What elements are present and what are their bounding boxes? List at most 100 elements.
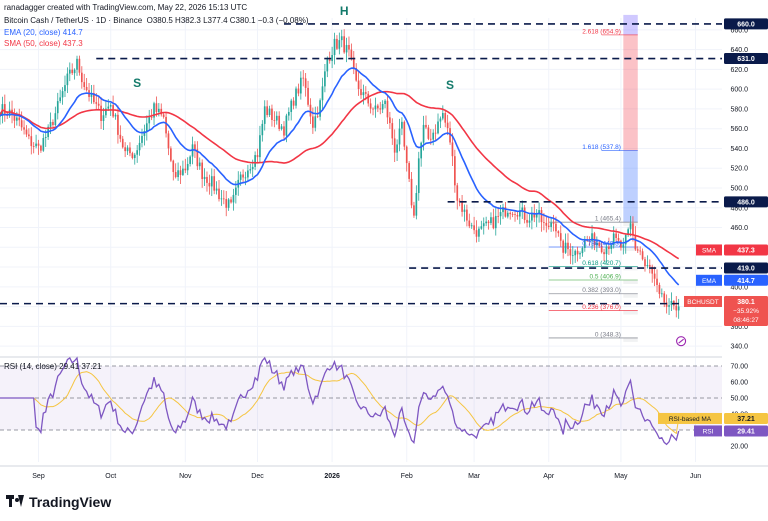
candle xyxy=(150,117,153,119)
candle xyxy=(639,250,642,252)
rsi-value-text: 37.21 xyxy=(737,416,755,423)
candle xyxy=(379,108,382,110)
candle xyxy=(490,217,492,224)
candle xyxy=(372,108,374,110)
price-tick-label: 560.0 xyxy=(730,126,748,133)
candle xyxy=(157,108,160,112)
fib-label: 0.236 (376.0) xyxy=(582,304,621,311)
candle xyxy=(403,121,406,147)
price-tick-label: 500.0 xyxy=(730,185,748,192)
candle xyxy=(615,233,617,239)
rsi-legend[interactable]: RSI (14, close) 29.41 37.21 xyxy=(4,362,102,371)
candle xyxy=(502,207,504,213)
sma-line xyxy=(0,90,680,260)
candle xyxy=(165,116,167,134)
bar-countdown-text: 08:46:27 xyxy=(733,317,759,324)
candle xyxy=(648,264,651,267)
candle xyxy=(591,233,593,242)
candle xyxy=(425,124,427,128)
candle xyxy=(105,108,107,116)
candle xyxy=(389,117,391,124)
candle xyxy=(225,199,228,208)
candle xyxy=(324,71,326,87)
candle xyxy=(83,82,86,88)
candle xyxy=(398,128,401,145)
price-tick-label: 520.0 xyxy=(730,166,748,173)
candle xyxy=(49,121,52,127)
candle xyxy=(545,222,548,226)
candle xyxy=(61,91,64,98)
candle xyxy=(463,209,466,212)
candle xyxy=(653,273,656,279)
fib-band xyxy=(623,246,638,251)
candle xyxy=(345,44,348,53)
axis-background xyxy=(722,0,768,485)
candle xyxy=(656,278,658,285)
time-axis[interactable]: Sep Oct Nov Dec 2026 Feb Mar Apr May Jun xyxy=(0,465,768,480)
price-axis[interactable]: USDT340.0360.0380.0400.0420.0440.0460.04… xyxy=(722,0,768,485)
candle xyxy=(636,249,639,251)
time-tick-label: Mar xyxy=(468,473,481,480)
candle xyxy=(109,105,112,107)
candle xyxy=(90,92,93,97)
ema-legend[interactable]: EMA (20, close) 414.7 xyxy=(4,28,83,37)
candle xyxy=(422,124,425,143)
candle xyxy=(627,229,629,235)
candle xyxy=(16,117,18,121)
candle xyxy=(312,116,314,128)
candle xyxy=(203,176,206,180)
candle xyxy=(437,121,439,134)
candle xyxy=(499,212,502,217)
candle xyxy=(28,134,30,137)
candle xyxy=(194,144,196,150)
sma-legend[interactable]: SMA (50, close) 437.3 xyxy=(4,39,83,48)
candle xyxy=(13,115,16,121)
time-tick-label: Apr xyxy=(543,473,555,480)
candle xyxy=(114,114,117,117)
candle xyxy=(331,55,333,62)
candle xyxy=(328,59,331,62)
candle xyxy=(492,217,495,229)
candle xyxy=(454,156,456,186)
candle xyxy=(514,214,516,215)
price-tick-label: 540.0 xyxy=(730,146,748,153)
candle xyxy=(456,185,459,201)
candle xyxy=(256,155,259,158)
candle xyxy=(364,92,367,94)
fib-label: 1 (465.4) xyxy=(595,216,621,223)
candle xyxy=(574,250,577,256)
candle xyxy=(297,88,300,94)
candle xyxy=(533,212,536,218)
fib-extension-zone xyxy=(623,150,638,223)
candle xyxy=(663,293,666,303)
ma-label-text: EMA xyxy=(702,278,717,285)
rsi-label-text: RSI-based MA xyxy=(669,416,712,423)
candle xyxy=(143,131,146,136)
level-tag-box xyxy=(724,262,768,274)
tradingview-brand[interactable]: TradingView xyxy=(6,494,111,510)
candle xyxy=(641,251,644,260)
candle xyxy=(162,114,165,117)
candle xyxy=(119,134,122,139)
candle xyxy=(485,221,487,224)
ma-value-text: 414.7 xyxy=(737,278,755,285)
candle xyxy=(583,240,586,248)
candle xyxy=(579,253,581,255)
candle xyxy=(357,80,360,90)
candle xyxy=(23,127,25,130)
candle xyxy=(201,162,204,180)
level-tag-text: 486.0 xyxy=(737,199,755,206)
candle xyxy=(268,108,271,116)
candle xyxy=(244,177,247,179)
candle xyxy=(348,44,350,50)
candle xyxy=(668,305,670,307)
price-tick-label: 580.0 xyxy=(730,106,748,113)
level-tag-text: 631.0 xyxy=(737,56,755,63)
rsi-value-text: 29.41 xyxy=(737,428,755,435)
price-tick-label: 460.0 xyxy=(730,225,748,232)
candle xyxy=(93,92,95,103)
candle xyxy=(71,69,74,74)
candle xyxy=(302,77,305,79)
candle xyxy=(261,123,264,136)
